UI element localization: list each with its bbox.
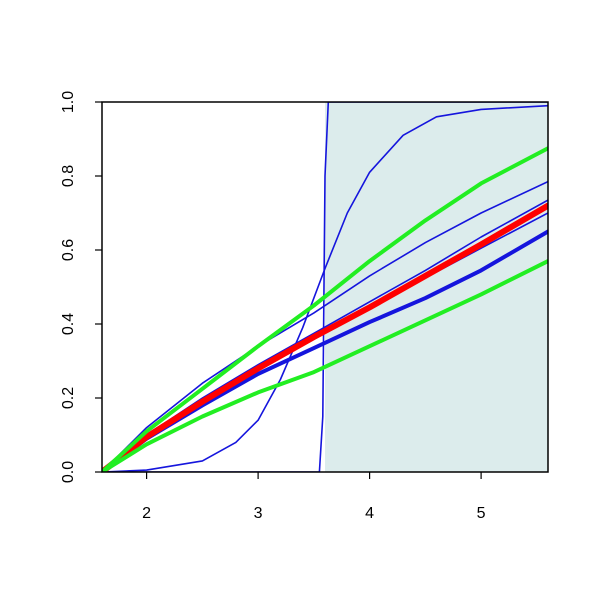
shaded-region [325,102,548,472]
plot-frame [101,101,549,473]
y-tick-label: 0.6 [60,239,77,261]
series-line-7 [102,202,548,472]
x-axis: 2 3 4 5 [142,472,486,522]
x-tick-label: 3 [254,505,263,522]
series-line-2 [102,104,548,472]
series-layer [102,102,548,472]
series-line-8 [102,146,548,472]
y-axis: 0.0 0.2 0.4 0.6 0.8 1.0 [60,91,102,483]
x-tick-label: 5 [477,505,486,522]
y-tick-label: 0.8 [60,165,77,187]
series-line-9 [102,259,548,472]
y-tick-label: 0.4 [60,313,77,335]
y-tick-label: 0.0 [60,461,77,483]
x-tick-label: 4 [365,505,374,522]
y-tick-label: 1.0 [60,91,77,113]
y-tick-label: 0.2 [60,387,77,409]
series-line-3 [102,180,548,472]
x-tick-label: 2 [142,505,151,522]
